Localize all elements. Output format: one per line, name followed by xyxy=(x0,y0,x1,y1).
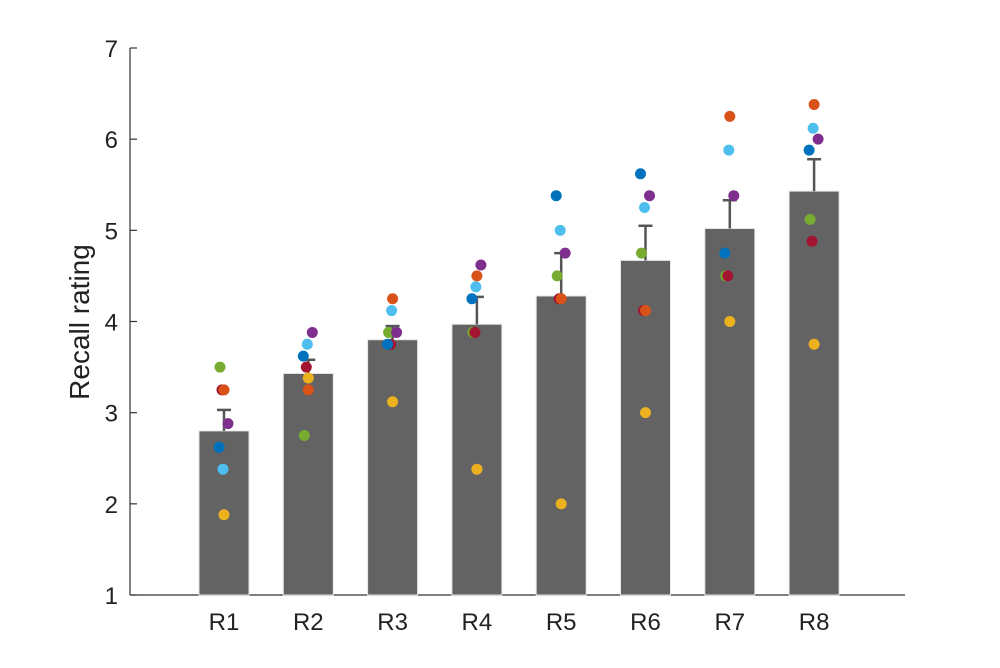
data-point xyxy=(812,133,824,145)
data-point xyxy=(806,235,818,247)
data-point xyxy=(808,99,820,111)
data-point xyxy=(555,293,567,305)
data-point xyxy=(475,259,487,271)
y-tick-label: 3 xyxy=(105,401,118,428)
bar xyxy=(620,259,671,596)
data-point xyxy=(636,247,647,259)
data-point xyxy=(724,316,736,327)
y-tick-label: 4 xyxy=(105,310,118,337)
data-point xyxy=(470,281,482,293)
data-point xyxy=(635,168,646,180)
data-point xyxy=(217,463,229,475)
data-point xyxy=(469,326,481,338)
axes: 1 2 3 4 5 6 7 R1 R2 R3 R4 R5 R6 R7 R8 xyxy=(105,36,905,636)
data-point xyxy=(722,270,734,282)
data-point xyxy=(218,384,230,396)
x-tick-label: R5 xyxy=(546,609,577,636)
bar xyxy=(282,372,334,596)
points-group xyxy=(213,99,824,521)
x-tick-label: R6 xyxy=(630,609,661,636)
data-point xyxy=(728,190,740,202)
data-point xyxy=(639,202,650,214)
data-point xyxy=(803,144,815,156)
x-tick-label: R1 xyxy=(209,609,240,636)
data-point xyxy=(214,361,226,373)
data-point xyxy=(640,305,651,317)
data-point xyxy=(387,293,399,305)
data-point xyxy=(640,407,651,419)
data-point xyxy=(386,305,398,317)
data-point xyxy=(471,463,483,475)
y-tick-label: 5 xyxy=(105,218,118,245)
data-point xyxy=(807,122,819,134)
y-tick-label: 6 xyxy=(105,127,118,154)
data-point xyxy=(382,338,394,350)
data-point xyxy=(300,361,312,373)
data-point xyxy=(383,326,395,338)
x-tick-label: R7 xyxy=(714,609,745,636)
data-point xyxy=(302,384,314,396)
x-tick-label: R3 xyxy=(377,609,408,636)
data-point xyxy=(559,247,571,259)
data-point xyxy=(306,326,318,338)
data-point xyxy=(466,293,478,305)
data-point xyxy=(804,213,816,225)
data-point xyxy=(391,326,403,338)
data-point xyxy=(724,110,736,122)
data-point xyxy=(298,429,310,441)
data-point xyxy=(555,498,567,510)
data-point xyxy=(387,396,399,408)
data-point xyxy=(297,350,309,362)
bar xyxy=(704,228,756,596)
data-point xyxy=(222,418,234,430)
data-point xyxy=(302,372,314,384)
data-point xyxy=(719,247,731,259)
y-tick-label: 1 xyxy=(105,583,118,610)
bar xyxy=(535,295,587,596)
x-tick-label: R8 xyxy=(799,609,830,636)
x-tick-label: R2 xyxy=(293,609,324,636)
data-point xyxy=(808,338,820,350)
y-tick-label: 7 xyxy=(105,36,118,63)
data-point xyxy=(218,509,230,521)
data-point xyxy=(301,338,313,350)
data-point xyxy=(550,190,562,202)
bars-group xyxy=(198,190,840,596)
y-axis-title: Recall rating xyxy=(64,244,95,400)
data-point xyxy=(551,270,563,282)
bar xyxy=(788,190,840,596)
bar xyxy=(367,339,419,596)
x-tick-label: R4 xyxy=(462,609,493,636)
data-point xyxy=(723,144,735,156)
data-point xyxy=(213,441,225,453)
data-point xyxy=(554,224,566,236)
data-point xyxy=(644,190,655,202)
bar xyxy=(451,323,503,596)
y-tick-label: 2 xyxy=(105,492,118,519)
data-point xyxy=(471,270,483,282)
